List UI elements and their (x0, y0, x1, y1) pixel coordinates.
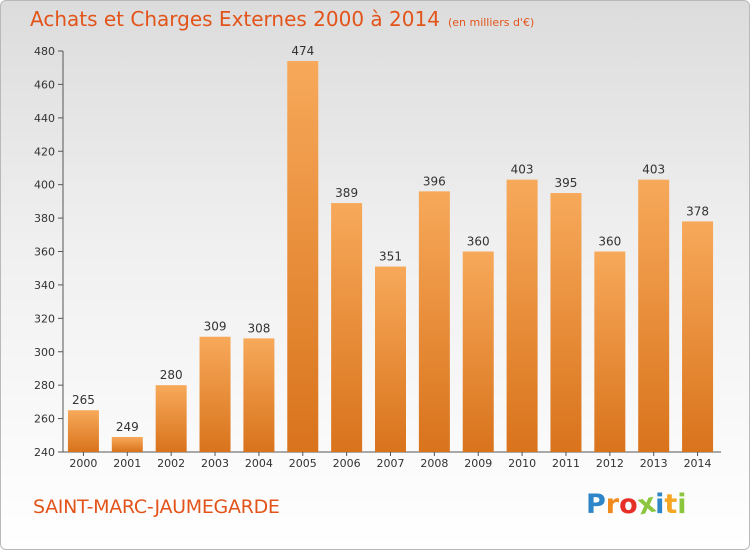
y-tick-label: 360 (34, 246, 55, 259)
bar-2004 (243, 338, 275, 452)
value-label-2010: 403 (511, 163, 534, 177)
x-tick-label-2013: 2013 (640, 457, 668, 470)
y-tick-label: 440 (34, 112, 55, 125)
x-tick-label-2009: 2009 (464, 457, 492, 470)
y-tick-label: 380 (34, 212, 55, 225)
logo-letter: t (664, 489, 678, 520)
bar-2005 (287, 61, 319, 453)
bar-2014 (682, 221, 714, 452)
bar-2007 (375, 266, 406, 452)
value-label-2014: 378 (686, 204, 709, 218)
y-tick-label: 260 (34, 413, 55, 426)
value-label-2002: 280 (160, 368, 183, 382)
x-tick-label-2000: 2000 (69, 457, 97, 470)
y-tick-label: 400 (34, 179, 55, 192)
logo-letter: o (619, 489, 638, 520)
value-label-2003: 309 (204, 320, 227, 334)
x-tick-label-2002: 2002 (157, 457, 185, 470)
bar-2002 (155, 385, 187, 452)
y-tick-label: 480 (34, 45, 55, 58)
value-label-2009: 360 (467, 235, 490, 249)
value-label-2011: 395 (555, 176, 578, 190)
logo-letter: i (677, 489, 687, 520)
y-tick-label: 340 (34, 279, 55, 292)
x-tick-label-2010: 2010 (508, 457, 536, 470)
chart-axes: 240 260 280 300 320 340 360 380 400 420 440 460 480 2… (34, 45, 721, 470)
value-label-2004: 308 (247, 321, 270, 335)
chart-labels: 265 249 280 309 308 474 389 351 396 360 403 395 360 4… (72, 44, 709, 434)
value-label-2006: 389 (335, 186, 358, 200)
x-tick-label-2014: 2014 (684, 457, 712, 470)
value-label-2000: 265 (72, 393, 95, 407)
bar-2003 (199, 336, 231, 452)
x-tick-label-2004: 2004 (245, 457, 273, 470)
y-tick-label: 240 (34, 446, 55, 459)
chart-title-text: Achats et Charges Externes 2000 à 2014 (30, 7, 440, 31)
value-label-2007: 351 (379, 250, 402, 264)
y-tick-label: 320 (34, 312, 55, 325)
y-tick-label: 300 (34, 346, 55, 359)
x-tick-label-2008: 2008 (420, 457, 448, 470)
logo-letter: r (605, 489, 620, 520)
value-label-2001: 249 (116, 420, 139, 434)
chart-unit: (en milliers d'€) (447, 16, 535, 29)
value-label-2012: 360 (598, 235, 621, 249)
commune-name: SAINT-MARC-JAUMEGARDE (33, 496, 280, 518)
bar-2008 (418, 191, 450, 452)
x-tick-label-2006: 2006 (333, 457, 361, 470)
proxiti-logo[interactable]: Proxiti (586, 488, 687, 522)
bar-2009 (462, 251, 494, 452)
value-label-2008: 396 (423, 174, 446, 188)
bar-2000 (67, 410, 99, 452)
x-tick-label-2012: 2012 (596, 457, 624, 470)
y-tick-label: 460 (34, 78, 55, 91)
chart-bars (67, 61, 714, 453)
bar-2010 (506, 179, 538, 452)
x-tick-label-2003: 2003 (201, 457, 229, 470)
bar-2011 (550, 193, 582, 453)
x-tick-label-2007: 2007 (377, 457, 405, 470)
x-tick-label-2001: 2001 (113, 457, 141, 470)
bar-2013 (638, 179, 670, 452)
logo-letter: P (586, 489, 606, 520)
bar-2001 (111, 436, 143, 452)
bar-2006 (331, 203, 363, 452)
y-tick-label: 280 (34, 379, 55, 392)
bar-2012 (594, 251, 626, 452)
chart-title: Achats et Charges Externes 2000 à 2014 (e… (30, 7, 534, 31)
logo-letter: i (655, 489, 665, 520)
value-label-2013: 403 (642, 163, 665, 177)
x-tick-label-2005: 2005 (289, 457, 317, 470)
y-tick-label: 420 (34, 145, 55, 158)
value-label-2005: 474 (291, 44, 314, 58)
x-tick-label-2011: 2011 (552, 457, 580, 470)
